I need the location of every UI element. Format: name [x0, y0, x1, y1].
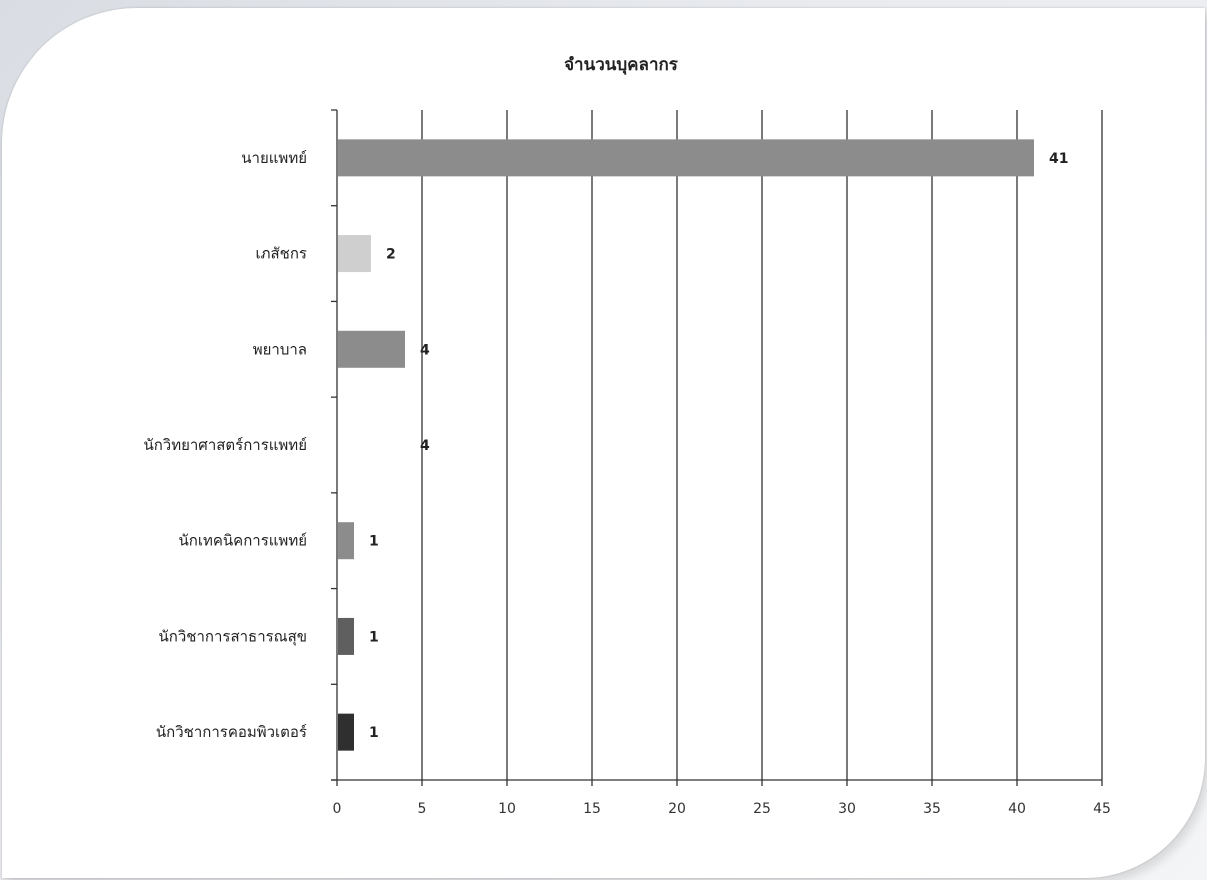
bars — [338, 139, 1034, 751]
data-label: 1 — [369, 534, 379, 550]
x-tick-label: 20 — [668, 801, 686, 817]
bar — [338, 713, 354, 751]
axes — [331, 109, 1103, 786]
x-tick-label: 30 — [838, 801, 856, 817]
x-tick-label: 25 — [753, 801, 771, 817]
bar — [338, 139, 1034, 177]
category-label: นายแพทย์ — [241, 149, 307, 167]
x-tick-label: 10 — [498, 801, 516, 817]
bar — [338, 522, 354, 560]
data-label: 4 — [420, 342, 430, 358]
x-tick-label: 5 — [418, 801, 427, 817]
x-tick-label: 35 — [923, 801, 941, 817]
category-label: นักเทคนิคการแพทย์ — [179, 532, 307, 550]
grid-lines — [421, 110, 1103, 780]
chart-area: จำนวนบุคลากร 0 5 10 15 20 25 30 35 40 45 นายแพทย์ 4… — [34, 18, 1139, 838]
x-tick-label: 45 — [1093, 801, 1111, 817]
data-label: 1 — [369, 629, 379, 645]
card-panel: จำนวนบุคลากร 0 5 10 15 20 25 30 35 40 45 นายแพทย์ 4… — [2, 8, 1205, 878]
x-tick-label: 0 — [333, 801, 342, 817]
bar-chart: จำนวนบุคลากร 0 5 10 15 20 25 30 35 40 45 นายแพทย์ 4… — [143, 55, 1110, 817]
bar — [338, 330, 405, 368]
data-label: 2 — [386, 247, 396, 263]
category-label: เภสัชกร — [256, 245, 308, 263]
category-label: นักวิชาการสาธารณสุข — [159, 627, 307, 646]
bar — [338, 235, 371, 273]
chart-title: จำนวนบุคลากร — [564, 55, 679, 75]
data-label: 41 — [1049, 151, 1068, 167]
x-tick-label: 15 — [583, 801, 601, 817]
data-label: 4 — [420, 438, 430, 454]
category-label: นักวิทยาศาสตร์การแพทย์ — [143, 436, 307, 454]
data-label: 1 — [369, 725, 379, 741]
bar — [338, 426, 405, 464]
x-tick-label: 40 — [1008, 801, 1026, 817]
category-label: พยาบาล — [253, 340, 307, 358]
bar — [338, 617, 354, 655]
category-label: นักวิชาการคอมพิวเตอร์ — [156, 723, 307, 741]
